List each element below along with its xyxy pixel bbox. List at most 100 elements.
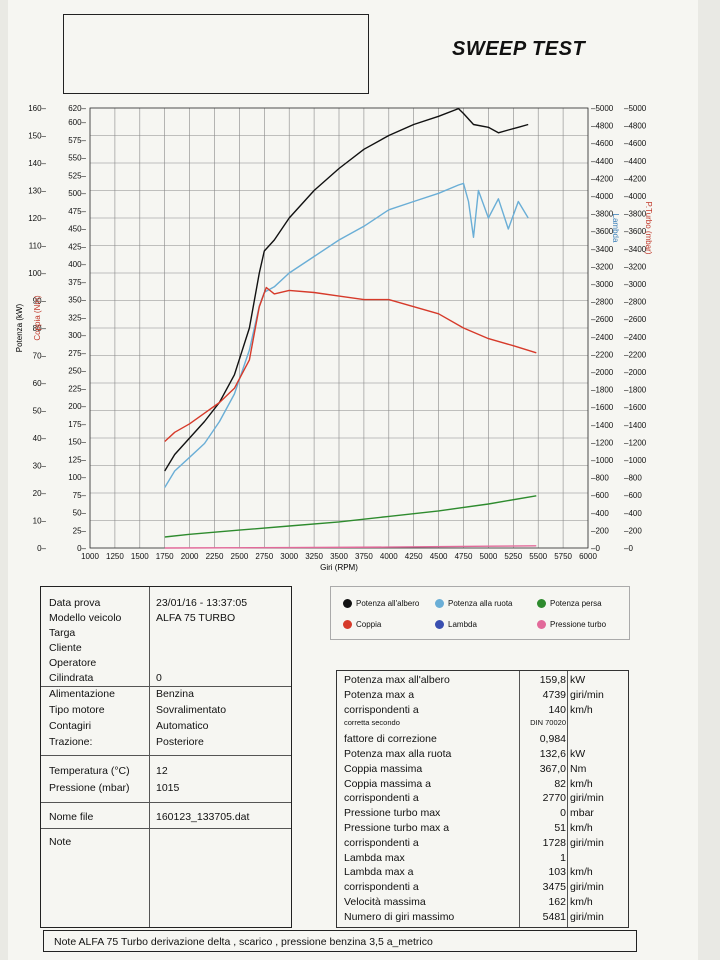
series-line-5 — [164, 545, 537, 549]
x-tick-label: 2500 — [231, 552, 249, 561]
result-label: Coppia massima — [344, 762, 423, 775]
info-value: Posteriore — [156, 736, 204, 748]
y-tick-turbo: –4000 — [624, 192, 647, 201]
y-tick-coppia: 500– — [68, 189, 86, 198]
result-label: Potenza max alla ruota — [344, 748, 452, 760]
y-tick-lambda: –1600 — [591, 403, 614, 412]
y-tick-turbo: –200 — [624, 526, 642, 535]
y-tick-potenza: 10– — [33, 517, 47, 526]
legend-swatch-icon — [537, 620, 546, 629]
y-tick-turbo: –1000 — [624, 456, 647, 465]
y-tick-lambda: –4000 — [591, 192, 614, 201]
y-tick-coppia: 125– — [68, 455, 86, 464]
info-label: Nome file — [49, 811, 94, 823]
y-tick-lambda: –2600 — [591, 315, 614, 324]
y-tick-coppia: 25– — [73, 526, 87, 535]
legend-label: Lambda — [448, 620, 477, 629]
legend-swatch-icon — [435, 599, 444, 608]
result-value: 2770 — [542, 792, 566, 805]
results-row: Potenza max all'albero 159,8 kW — [337, 674, 628, 689]
legend-label: Potenza all'albero — [356, 599, 420, 608]
y-tick-coppia: 425– — [68, 242, 86, 251]
info-separator — [41, 828, 291, 829]
info-value: Benzina — [156, 688, 194, 700]
result-unit: kW — [570, 748, 586, 760]
result-label: Lambda max a — [344, 866, 414, 879]
legend-item: Coppia — [343, 620, 381, 629]
y-tick-turbo: –4800 — [624, 122, 647, 131]
info-value: 1015 — [156, 782, 180, 794]
y-tick-turbo: –1200 — [624, 438, 647, 447]
info-label: Operatore — [49, 657, 97, 669]
y-tick-potenza: 70– — [33, 352, 47, 361]
y-tick-lambda: –2400 — [591, 333, 614, 342]
result-value: DIN 70020 — [530, 718, 566, 728]
x-tick-label: 3000 — [280, 552, 298, 561]
info-label: Pressione (mbar) — [49, 782, 130, 794]
result-unit: giri/min — [570, 836, 604, 849]
legend-label: Potenza persa — [550, 599, 602, 608]
series-line-1 — [164, 182, 529, 488]
x-tick-label: 2000 — [181, 552, 199, 561]
results-row: corrispondenti a 3475 giri/min — [337, 881, 628, 896]
info-separator — [41, 755, 291, 756]
y-tick-lambda: –3600 — [591, 227, 614, 236]
y-tick-coppia: 0– — [77, 544, 86, 553]
x-axis-label: Giri (RPM) — [320, 563, 358, 572]
result-label: Pressione turbo max a — [344, 822, 450, 834]
y-tick-coppia: 350– — [68, 296, 86, 305]
result-unit: giri/min — [570, 792, 604, 805]
y-tick-lambda: –4600 — [591, 139, 614, 148]
legend-item: Potenza all'albero — [343, 599, 419, 608]
report-title: SWEEP TEST — [452, 38, 586, 60]
y-tick-lambda: –4200 — [591, 174, 614, 183]
y-tick-lambda: –4800 — [591, 122, 614, 131]
y-tick-coppia: 300– — [68, 331, 86, 340]
y-tick-coppia: 75– — [73, 491, 87, 500]
legend-label: Pressione turbo — [550, 620, 607, 629]
results-divider — [567, 671, 568, 927]
info-label: Modello veicolo — [49, 612, 122, 624]
y-tick-lambda: –2000 — [591, 368, 614, 377]
y-tick-potenza: 50– — [33, 407, 47, 416]
legend-item: Potenza alla ruota — [435, 599, 513, 608]
y-tick-turbo: –3600 — [624, 227, 647, 236]
result-label: corrispondenti a — [344, 836, 419, 849]
info-label: Cilindrata — [49, 672, 94, 684]
result-value: 5481 — [542, 910, 566, 923]
results-row: corrispondenti a 1728 giri/min — [337, 837, 628, 852]
y-tick-lambda: –600 — [591, 491, 609, 500]
results-divider — [519, 671, 520, 927]
info-value: Automatico — [156, 720, 209, 732]
y-tick-coppia: 200– — [68, 402, 86, 411]
y-tick-potenza: 160– — [28, 104, 46, 113]
result-value: 3475 — [542, 881, 566, 894]
y-tick-coppia: 225– — [68, 384, 86, 393]
x-tick-label: 4000 — [380, 552, 398, 561]
y-tick-coppia: 525– — [68, 171, 86, 180]
x-tick-label: 6000 — [579, 552, 597, 561]
y-tick-lambda: –1800 — [591, 386, 614, 395]
result-value: 1 — [560, 851, 566, 864]
results-row: Lambda max 1 — [337, 852, 628, 867]
y-tick-coppia: 150– — [68, 438, 86, 447]
info-label: Data prova — [49, 597, 101, 609]
info-label: Temperatura (°C) — [49, 765, 130, 777]
y-tick-turbo: –1400 — [624, 421, 647, 430]
y-tick-potenza: 120– — [28, 214, 46, 223]
result-value: 103 — [548, 866, 566, 879]
legend-swatch-icon — [537, 599, 546, 608]
legend-item: Lambda — [435, 620, 477, 629]
y-tick-turbo: –3000 — [624, 280, 647, 289]
info-divider — [149, 587, 150, 927]
result-value: 0,984 — [539, 733, 566, 746]
x-tick-label: 3250 — [305, 552, 323, 561]
series-line-3 — [164, 286, 537, 443]
y-tick-turbo: –800 — [624, 474, 642, 483]
y-tick-coppia: 600– — [68, 118, 86, 127]
result-unit: km/h — [570, 703, 593, 716]
result-label: corrispondenti a — [344, 703, 419, 716]
y-tick-lambda: –4400 — [591, 157, 614, 166]
info-value: 160123_133705.dat — [156, 811, 250, 823]
results-row: corretta secondo DIN 70020 — [337, 718, 628, 733]
